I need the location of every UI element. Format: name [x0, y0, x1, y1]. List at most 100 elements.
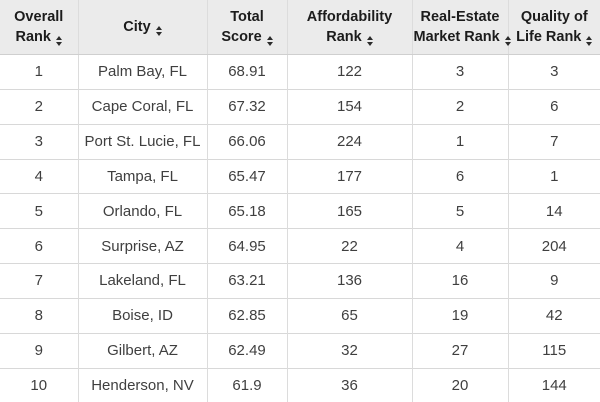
- sort-asc-arrow: [366, 36, 373, 40]
- cell-quality-of-life-rank: 6: [508, 88, 600, 125]
- header-row: Overall Rank City Total Score Affordability Ra…: [0, 0, 600, 55]
- cell-real-estate-market-rank: 19: [412, 297, 509, 334]
- cell-total-score: 62.49: [207, 332, 288, 369]
- table-row: 2 Cape Coral, FL 67.32 154 2 6: [0, 88, 600, 125]
- sort-desc-arrow: [55, 42, 62, 46]
- sort-desc-arrow: [366, 42, 373, 46]
- cell-affordability-rank: 224: [287, 123, 413, 160]
- cell-quality-of-life-rank: 115: [508, 332, 600, 369]
- table-row: 7 Lakeland, FL 63.21 136 16 9: [0, 263, 600, 299]
- cell-affordability-rank: 122: [287, 54, 413, 90]
- table-row: 1 Palm Bay, FL 68.91 122 3 3: [0, 54, 600, 90]
- column-header-total-score[interactable]: Total Score: [207, 0, 288, 55]
- cell-overall-rank: 6: [0, 228, 79, 264]
- cell-quality-of-life-rank: 42: [508, 297, 600, 334]
- cell-total-score: 65.47: [207, 158, 288, 194]
- sort-both-icon[interactable]: [366, 36, 373, 46]
- cell-city: Cape Coral, FL: [78, 88, 208, 125]
- sort-desc-arrow: [155, 32, 162, 36]
- cell-affordability-rank: 165: [287, 193, 413, 229]
- cell-overall-rank: 8: [0, 297, 79, 334]
- column-header-overall-rank[interactable]: Overall Rank: [0, 0, 79, 55]
- cell-quality-of-life-rank: 204: [508, 228, 600, 264]
- column-label-line: Total: [230, 9, 264, 25]
- column-label-line: Score: [221, 29, 262, 45]
- column-header-affordability-rank[interactable]: Affordability Rank: [287, 0, 413, 55]
- table-body: 1 Palm Bay, FL 68.91 122 3 3 2 Cape Coral, FL 67…: [0, 54, 600, 402]
- sort-asc-arrow: [586, 36, 593, 40]
- sort-asc-arrow: [266, 36, 273, 40]
- cell-quality-of-life-rank: 3: [508, 54, 600, 90]
- cell-affordability-rank: 36: [287, 367, 413, 402]
- table-row: 5 Orlando, FL 65.18 165 5 14: [0, 193, 600, 229]
- cell-overall-rank: 9: [0, 332, 79, 369]
- cell-total-score: 61.9: [207, 367, 288, 402]
- column-label-line: Market Rank: [413, 29, 500, 45]
- table-row: 10 Henderson, NV 61.9 36 20 144: [0, 367, 600, 402]
- sort-asc-arrow: [55, 36, 62, 40]
- cell-city: Lakeland, FL: [78, 263, 208, 299]
- cell-quality-of-life-rank: 14: [508, 193, 600, 229]
- cell-real-estate-market-rank: 4: [412, 228, 509, 264]
- cell-affordability-rank: 65: [287, 297, 413, 334]
- cell-real-estate-market-rank: 27: [412, 332, 509, 369]
- cell-overall-rank: 10: [0, 367, 79, 402]
- sort-desc-arrow: [586, 42, 593, 46]
- cell-affordability-rank: 32: [287, 332, 413, 369]
- cell-total-score: 62.85: [207, 297, 288, 334]
- cell-real-estate-market-rank: 2: [412, 88, 509, 125]
- table-row: 9 Gilbert, AZ 62.49 32 27 115: [0, 332, 600, 369]
- cell-city: Boise, ID: [78, 297, 208, 334]
- cell-overall-rank: 7: [0, 263, 79, 299]
- cell-quality-of-life-rank: 1: [508, 158, 600, 194]
- cell-city: Gilbert, AZ: [78, 332, 208, 369]
- sort-both-icon[interactable]: [266, 36, 273, 46]
- table-row: 8 Boise, ID 62.85 65 19 42: [0, 297, 600, 334]
- column-label-line: Overall: [14, 9, 64, 25]
- cell-total-score: 63.21: [207, 263, 288, 299]
- column-label-line: Affordability: [306, 9, 393, 25]
- column-label-line: Real-Estate: [420, 9, 500, 25]
- sort-both-icon[interactable]: [155, 26, 162, 36]
- column-header-real-estate-market-rank[interactable]: Real-Estate Market Rank: [412, 0, 511, 55]
- sort-asc-arrow: [155, 26, 162, 30]
- cell-overall-rank: 1: [0, 54, 79, 90]
- cell-overall-rank: 2: [0, 88, 79, 125]
- column-label-line: Quality of: [520, 9, 588, 25]
- cell-city: Surprise, AZ: [78, 228, 208, 264]
- cell-real-estate-market-rank: 6: [412, 158, 509, 194]
- table-row: 3 Port St. Lucie, FL 66.06 224 1 7: [0, 123, 600, 160]
- sort-desc-arrow: [504, 42, 511, 46]
- column-label-line: City: [123, 19, 151, 35]
- table-row: 6 Surprise, AZ 64.95 22 4 204: [0, 228, 600, 264]
- cell-total-score: 68.91: [207, 54, 288, 90]
- cell-affordability-rank: 177: [287, 158, 413, 194]
- column-label-line: Rank: [326, 29, 362, 45]
- cell-overall-rank: 3: [0, 123, 79, 160]
- cell-total-score: 66.06: [207, 123, 288, 160]
- sort-both-icon[interactable]: [55, 36, 62, 46]
- cell-city: Tampa, FL: [78, 158, 208, 194]
- cell-city: Orlando, FL: [78, 193, 208, 229]
- sort-desc-arrow: [266, 42, 273, 46]
- cell-city: Port St. Lucie, FL: [78, 123, 208, 160]
- cell-affordability-rank: 136: [287, 263, 413, 299]
- sort-asc-arrow: [504, 36, 511, 40]
- column-header-quality-of-life-rank[interactable]: Quality of Life Rank: [508, 0, 600, 55]
- table-header: Overall Rank City Total Score Affordability Ra…: [0, 0, 600, 55]
- table-row: 4 Tampa, FL 65.47 177 6 1: [0, 158, 600, 194]
- cell-city: Henderson, NV: [78, 367, 208, 402]
- cell-total-score: 67.32: [207, 88, 288, 125]
- cell-affordability-rank: 154: [287, 88, 413, 125]
- cell-overall-rank: 5: [0, 193, 79, 229]
- cell-city: Palm Bay, FL: [78, 54, 208, 90]
- column-header-city[interactable]: City: [78, 0, 208, 55]
- cell-quality-of-life-rank: 144: [508, 367, 600, 402]
- sort-both-icon[interactable]: [586, 36, 593, 46]
- cell-real-estate-market-rank: 5: [412, 193, 509, 229]
- sort-both-icon[interactable]: [504, 36, 511, 46]
- cell-total-score: 65.18: [207, 193, 288, 229]
- cell-quality-of-life-rank: 7: [508, 123, 600, 160]
- cell-total-score: 64.95: [207, 228, 288, 264]
